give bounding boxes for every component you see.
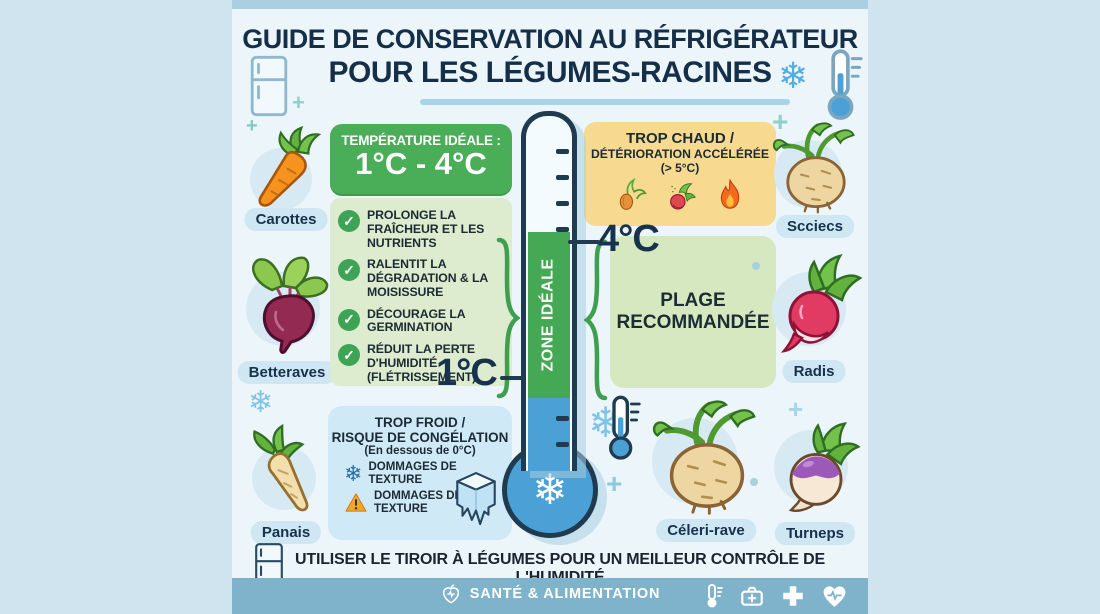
wilted-vegetable-icon — [612, 178, 648, 214]
label-carrots: Carottes — [244, 208, 328, 231]
too-cold-threshold: (En dessous de 0°C) — [364, 445, 476, 457]
benefit-text: RÉDUIT LA PERTE D'HUMIDITÉ (FLÉTRISSEMEN… — [367, 342, 477, 384]
plus-decoration: + — [246, 115, 258, 137]
thermometer-tick — [556, 149, 569, 154]
label-parsnip: Panais — [250, 521, 322, 544]
ice-cube-icon — [450, 458, 502, 536]
footer-brand-text: SANTÉ & ALIMENTATION — [469, 586, 661, 602]
check-icon: ✓ — [338, 210, 360, 232]
flame-icon — [712, 178, 748, 214]
footer-brand: SANTÉ & ALIMENTATION — [232, 583, 868, 605]
check-icon: ✓ — [338, 344, 360, 367]
radish-illustration — [766, 250, 866, 358]
too-hot-subtitle: DÉTÉRIORATION ACCÉLÉRÉE — [590, 147, 770, 161]
warning-triangle-icon — [344, 491, 368, 515]
too-hot-threshold: (> 5°C) — [660, 161, 700, 175]
page-title-line1: GUIDE DE CONSERVATION AU RÉFRIGÉRATEUR — [242, 24, 858, 54]
too-cold-subtitle: RISQUE DE CONGÉLATION — [331, 430, 509, 445]
thermometer-tick — [556, 201, 569, 206]
celeriac-illustration — [768, 122, 864, 216]
label-radish: Radis — [782, 360, 846, 383]
too-hot-box: TROP CHAUD / DÉTÉRIORATION ACCÉLÉRÉE (> … — [584, 122, 776, 226]
thermometer-tick — [556, 416, 569, 421]
thermometer-tick — [556, 175, 569, 180]
brace-left — [496, 237, 520, 399]
page-title-line2: POUR LES LÉGUMES-RACINES — [328, 56, 772, 89]
title-underline — [420, 99, 790, 105]
parsnip-illustration — [238, 424, 330, 520]
first-aid-kit-icon — [741, 586, 763, 606]
thermometer-icon — [707, 584, 723, 608]
label-turnip: Turneps — [774, 522, 856, 545]
max-temp-label: 4°C — [598, 218, 660, 260]
recommended-range-label: PLAGE RECOMMANDÉE — [616, 290, 770, 333]
ideal-zone-label: ZONE IDÉALE — [540, 258, 557, 372]
celeriac-illustration — [648, 400, 766, 518]
brace-right — [584, 239, 608, 401]
thermometer-icon — [820, 48, 864, 122]
medical-cross-icon — [783, 586, 803, 606]
footer-icons — [700, 583, 848, 609]
too-hot-title: TROP CHAUD / — [625, 130, 735, 147]
dot-decoration — [750, 478, 758, 486]
turnip-illustration — [768, 412, 864, 516]
ideal-temperature-range: 1°C - 4°C — [355, 146, 487, 181]
plus-decoration: + — [788, 394, 804, 424]
fridge-icon — [248, 54, 290, 118]
benefit-item: ✓ PROLONGE LA FRAÎCHEUR ET LES NUTRIENTS — [338, 208, 504, 250]
thermometer-ideal-zone: ZONE IDÉALE — [528, 232, 570, 398]
benefits-panel: ✓ PROLONGE LA FRAÎCHEUR ET LES NUTRIENTS… — [330, 198, 512, 386]
thermometer-tick — [556, 442, 569, 447]
snowflake-icon: ❄ — [778, 55, 809, 96]
heart-pulse-icon — [823, 585, 846, 607]
beet-illustration — [238, 250, 338, 358]
recommended-range-box: PLAGE RECOMMANDÉE — [610, 236, 776, 388]
benefit-text: DÉCOURAGE LA GERMINATION — [367, 306, 466, 335]
damage-text: DOMMAGES DE TEXTURE — [368, 461, 457, 486]
plus-decoration: + — [772, 106, 789, 137]
card-top-strip — [232, 0, 868, 9]
plus-decoration: + — [292, 90, 305, 115]
ideal-temperature-box: TEMPÉRATURE IDÉALE : 1°C - 4°C — [330, 124, 512, 194]
spoiled-radish-icon — [662, 178, 698, 214]
plus-decoration: + — [606, 468, 623, 499]
check-icon: ✓ — [338, 259, 360, 282]
label-celeriac-top: Scciecs — [776, 215, 854, 238]
benefit-item: ✓ RÉDUIT LA PERTE D'HUMIDITÉ (FLÉTRISSEM… — [338, 342, 504, 384]
too-cold-title: TROP FROID / — [374, 415, 466, 430]
benefit-text: RALENTIT LA DÉGRADATION & LA MOISISSURE — [367, 257, 488, 299]
snowflake-icon: ❄ — [344, 460, 363, 486]
damage-item: ❄ DOMMAGES DE TEXTURE — [344, 461, 512, 486]
benefit-item: ✓ RALENTIT LA DÉGRADATION & LA MOISISSUR… — [338, 257, 504, 299]
benefit-item: ✓ DÉCOURAGE LA GERMINATION — [338, 306, 504, 336]
damage-item: DOMMAGES DE TEXTURE — [344, 490, 512, 515]
thermometer-cold-zone — [528, 398, 570, 471]
label-celeriac-bottom: Céleri-rave — [656, 519, 756, 542]
min-temp-connector — [500, 376, 524, 380]
dot-decoration — [752, 262, 760, 270]
thermometer-tube: ZONE IDÉALE — [521, 111, 577, 471]
apple-health-icon — [442, 584, 459, 604]
check-icon: ✓ — [338, 308, 360, 331]
thermometer-tick — [556, 227, 569, 232]
snowflake-icon: ❄ — [248, 386, 274, 419]
label-beets: Betteraves — [237, 361, 337, 384]
damage-text: DOMMAGES DE TEXTURE — [374, 490, 463, 515]
carrot-illustration — [240, 126, 332, 212]
max-temp-connector — [568, 240, 600, 244]
min-temp-label: 1°C — [436, 352, 498, 394]
ideal-temperature-label: TEMPÉRATURE IDÉALE : — [341, 133, 501, 148]
snowflake-icon: ❄ — [532, 466, 568, 513]
benefit-text: PROLONGE LA FRAÎCHEUR ET LES NUTRIENTS — [367, 208, 485, 250]
